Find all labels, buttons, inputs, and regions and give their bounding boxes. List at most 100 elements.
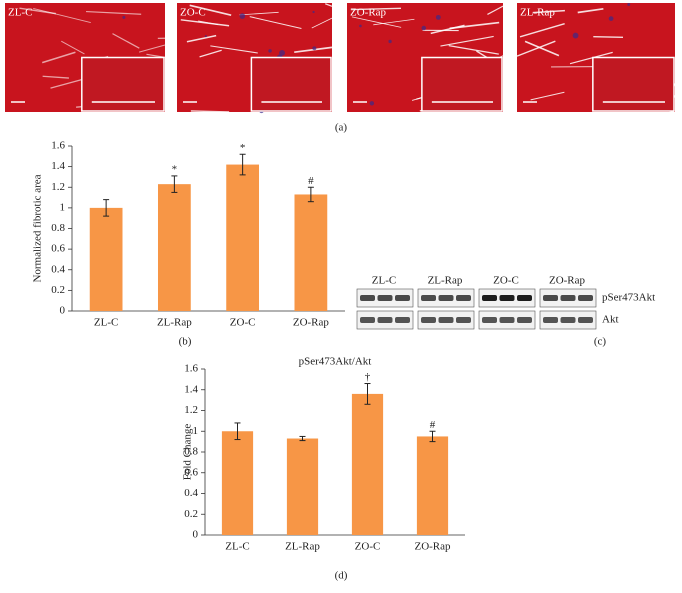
blot-band xyxy=(421,295,436,301)
y-axis-label: Fold Change xyxy=(182,424,194,481)
y-tick-label: 1.4 xyxy=(184,383,198,395)
bar xyxy=(286,438,319,535)
inset xyxy=(81,56,165,112)
blot-band xyxy=(543,317,558,323)
fiber-streak xyxy=(189,4,232,17)
bar xyxy=(89,207,123,311)
blot-band xyxy=(560,317,576,323)
blot-row-label: Akt xyxy=(602,314,619,326)
blot-band xyxy=(517,317,532,323)
y-tick-label: 0.8 xyxy=(184,446,198,458)
fiber-streak xyxy=(440,35,494,47)
blot-band xyxy=(377,295,393,301)
fiber-streak xyxy=(311,17,333,29)
blot-band xyxy=(421,317,436,323)
fiber-streak xyxy=(532,9,565,14)
y-tick-label: 1.4 xyxy=(51,160,65,172)
fiber-streak xyxy=(569,51,613,65)
fiber-streak xyxy=(33,8,91,24)
stain-spot xyxy=(268,49,272,53)
stain-spot xyxy=(279,50,286,56)
fiber-streak xyxy=(210,45,258,54)
fiber-streak xyxy=(139,44,166,53)
stain-spot xyxy=(204,35,207,38)
fiber-streak xyxy=(373,18,415,26)
x-tick-label: ZO-Rap xyxy=(414,541,451,553)
blot-group-label: ZO-C xyxy=(493,275,519,287)
blot-row-label: pSer473Akt xyxy=(602,292,655,304)
blot-band xyxy=(456,317,471,323)
blot-band xyxy=(360,317,375,323)
fiber-streak xyxy=(593,35,624,39)
bar xyxy=(157,184,191,311)
blot-band xyxy=(360,295,375,301)
stain-spot xyxy=(369,101,375,106)
blot-band xyxy=(499,317,515,323)
y-tick-label: 0.2 xyxy=(51,284,65,296)
y-tick-label: 0.4 xyxy=(51,263,65,275)
stain-spot xyxy=(312,46,317,51)
x-tick-label: ZL-C xyxy=(225,541,249,553)
blot-band xyxy=(482,295,497,301)
stain-spot xyxy=(627,2,631,6)
stain-spot xyxy=(608,16,614,21)
x-tick-label: ZL-C xyxy=(94,317,118,329)
fiber-streak xyxy=(577,7,604,14)
significance-mark: # xyxy=(308,175,314,187)
stain-spot xyxy=(421,25,427,31)
stain-spot xyxy=(239,13,246,19)
fiber-streak xyxy=(524,40,560,57)
y-axis-label: Normalized fibrotic area xyxy=(32,174,44,282)
y-tick-label: 0.2 xyxy=(184,508,198,520)
significance-mark: # xyxy=(430,419,436,431)
chart-title: pSer473Akt/Akt xyxy=(299,356,372,368)
stain-spot xyxy=(435,14,441,20)
image-label: ZO-C xyxy=(180,7,206,19)
blot-band xyxy=(543,295,558,301)
histology-panel: ZL-C ZO-C ZO-Rap ZL-Rap xyxy=(5,2,676,114)
bar xyxy=(294,194,328,311)
y-tick-label: 1.6 xyxy=(51,140,65,152)
y-tick-label: 0.8 xyxy=(51,222,65,234)
fiber-streak xyxy=(325,3,333,7)
blot-band xyxy=(578,317,593,323)
fiber-streak xyxy=(351,16,402,28)
stain-spot xyxy=(359,24,362,28)
blot-group-label: ZL-Rap xyxy=(428,275,463,287)
fiber-streak xyxy=(19,7,57,15)
y-tick-label: 0.6 xyxy=(184,466,198,478)
blot-band xyxy=(377,317,393,323)
x-tick-label: ZO-C xyxy=(355,541,381,553)
y-tick-label: 0 xyxy=(60,305,66,317)
inset xyxy=(250,56,332,112)
y-tick-label: 1.2 xyxy=(51,181,65,193)
fiber-streak xyxy=(448,45,499,55)
fiber-streak xyxy=(249,16,302,30)
stain-spot xyxy=(122,15,126,19)
fiber-streak xyxy=(42,75,69,79)
fiber-streak xyxy=(112,33,140,49)
image-label: ZO-Rap xyxy=(350,7,387,19)
panel-label: (b) xyxy=(179,336,192,348)
panel-label: (d) xyxy=(335,570,348,582)
y-tick-label: 0.4 xyxy=(184,487,198,499)
bar xyxy=(221,431,254,535)
blot-band xyxy=(482,317,497,323)
blot-band xyxy=(438,295,454,301)
fiber-streak xyxy=(530,91,565,101)
fiber-streak xyxy=(180,19,230,27)
significance-mark: * xyxy=(240,142,246,154)
blot-band xyxy=(499,295,515,301)
fiber-streak xyxy=(85,10,142,15)
x-tick-label: ZL-Rap xyxy=(285,541,320,553)
blot-group-label: ZO-Rap xyxy=(549,275,586,287)
blot-band xyxy=(438,317,454,323)
fiber-streak xyxy=(190,110,230,113)
y-tick-label: 1.6 xyxy=(184,363,198,375)
x-tick-label: ZO-Rap xyxy=(293,317,330,329)
panel-label: (c) xyxy=(594,336,607,348)
x-tick-label: ZO-C xyxy=(230,317,256,329)
blot-band xyxy=(395,317,410,323)
inset xyxy=(421,56,503,112)
blot-group-label: ZL-C xyxy=(372,275,396,287)
